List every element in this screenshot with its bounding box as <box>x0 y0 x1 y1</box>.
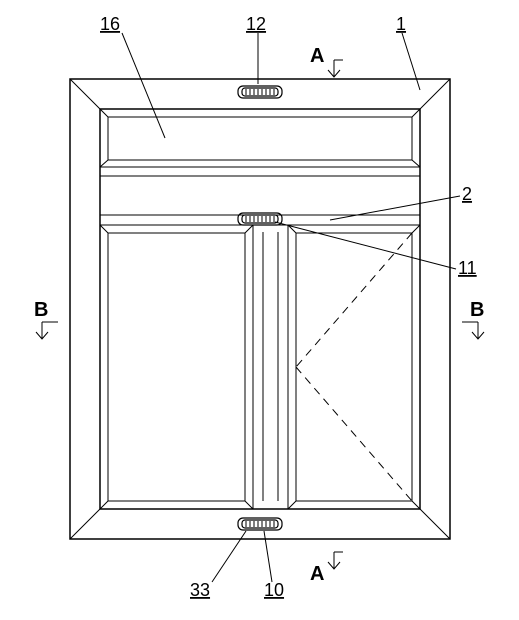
callout-16-label: 16 <box>100 14 120 34</box>
callout-33: 33 <box>190 531 246 600</box>
vent-bottom <box>238 518 282 530</box>
section-label-B-left: B <box>34 299 48 321</box>
callout-11: 11 <box>275 222 477 278</box>
transom <box>100 167 420 225</box>
lower-right-sash <box>288 225 420 509</box>
callout-11-label: 11 <box>458 258 477 278</box>
mitre-tl <box>70 79 100 109</box>
section-mark-B-left: B <box>34 299 58 339</box>
mitre-br <box>420 509 450 539</box>
callout-16: 16 <box>100 14 165 138</box>
hinge-dashed-lower <box>296 367 412 501</box>
mitre-tr <box>420 79 450 109</box>
inner-frame-rect <box>100 109 420 509</box>
mitre-bl <box>70 509 100 539</box>
section-mark-A-bottom: A <box>310 552 343 585</box>
top-light-panel <box>100 109 420 167</box>
callout-10-label: 10 <box>264 580 284 600</box>
section-mark-B-right: B <box>462 299 484 339</box>
mullion <box>253 225 288 509</box>
section-label-B-right: B <box>470 299 484 321</box>
callout-2-label: 2 <box>462 184 472 204</box>
vent-middle <box>238 213 282 225</box>
window-front-view-diagram: A A B B 16 12 1 2 11 33 <box>0 0 519 620</box>
outer-frame-rect <box>70 79 450 539</box>
section-mark-A-top: A <box>310 45 343 77</box>
section-label-A-bottom: A <box>310 563 324 585</box>
callout-33-label: 33 <box>190 580 210 600</box>
section-label-A-top: A <box>310 45 324 67</box>
callout-10: 10 <box>264 531 284 600</box>
lower-left-sash <box>100 225 253 509</box>
callout-12: 12 <box>246 14 266 84</box>
callout-12-label: 12 <box>246 14 266 34</box>
callout-1-label: 1 <box>396 14 406 34</box>
vent-top <box>238 86 282 98</box>
